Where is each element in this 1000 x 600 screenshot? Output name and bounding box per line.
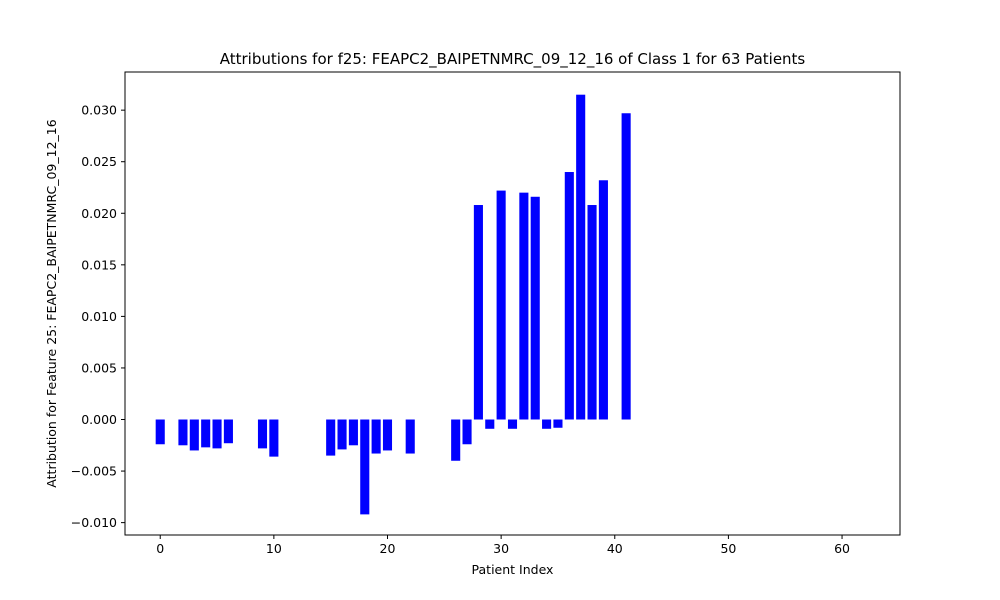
y-tick-label: 0.000 <box>81 412 117 427</box>
bar-patient-19 <box>371 419 381 454</box>
bars-group <box>155 94 631 515</box>
bar-patient-31 <box>507 419 518 429</box>
bar-patient-39 <box>598 180 608 420</box>
y-tick-label: 0.015 <box>81 257 117 272</box>
x-tick-label: 20 <box>380 541 396 556</box>
bar-patient-36 <box>564 172 574 420</box>
bar-patient-4 <box>201 419 211 448</box>
bar-patient-6 <box>223 419 233 444</box>
y-tick-label: 0.025 <box>81 154 117 169</box>
bar-patient-22 <box>405 419 415 454</box>
bar-patient-38 <box>587 205 597 420</box>
x-tick-label: 50 <box>720 541 736 556</box>
bar-patient-27 <box>462 419 472 445</box>
bar-patient-16 <box>337 419 347 450</box>
bar-patient-17 <box>348 419 358 446</box>
bar-patient-34 <box>542 419 552 429</box>
y-axis-label: Attribution for Feature 25: FEAPC2_BAIPE… <box>44 119 59 487</box>
bar-patient-28 <box>473 205 483 420</box>
plot-frame <box>124 71 901 536</box>
bar-patient-0 <box>155 419 165 445</box>
y-tick-label: 0.010 <box>81 309 117 324</box>
bar-patient-26 <box>451 419 461 461</box>
x-tick-label: 30 <box>493 541 509 556</box>
bar-patient-2 <box>178 419 188 446</box>
x-tick-label: 40 <box>607 541 623 556</box>
x-axis: 0 10 20 30 40 50 60 <box>156 535 850 556</box>
y-axis: −0.010 −0.005 0.000 0.005 0.010 0.015 0.020 0.0… <box>71 103 125 530</box>
bar-patient-30 <box>496 190 506 420</box>
chart-title: Attributions for f25: FEAPC2_BAIPETNMRC_… <box>220 50 806 69</box>
bar-patient-15 <box>326 419 336 456</box>
bar-patient-32 <box>519 192 529 420</box>
bar-patient-29 <box>485 419 495 429</box>
bar-patient-20 <box>382 419 393 451</box>
bar-patient-10 <box>269 419 279 457</box>
x-tick-label: 0 <box>156 541 164 556</box>
y-tick-label: 0.020 <box>81 206 117 221</box>
x-tick-label: 60 <box>834 541 850 556</box>
x-axis-label: Patient Index <box>472 562 554 577</box>
bar-patient-41 <box>621 113 631 420</box>
y-tick-label: −0.010 <box>71 515 117 530</box>
bar-patient-37 <box>576 94 586 420</box>
x-tick-label: 10 <box>266 541 282 556</box>
y-tick-label: −0.005 <box>71 464 117 479</box>
y-tick-label: 0.030 <box>81 103 117 118</box>
bar-patient-18 <box>360 419 370 515</box>
bar-patient-5 <box>212 419 222 449</box>
bar-patient-3 <box>189 419 199 451</box>
y-tick-label: 0.005 <box>81 360 117 375</box>
bar-patient-33 <box>530 196 540 420</box>
bar-patient-9 <box>257 419 268 449</box>
bar-patient-35 <box>553 419 563 428</box>
